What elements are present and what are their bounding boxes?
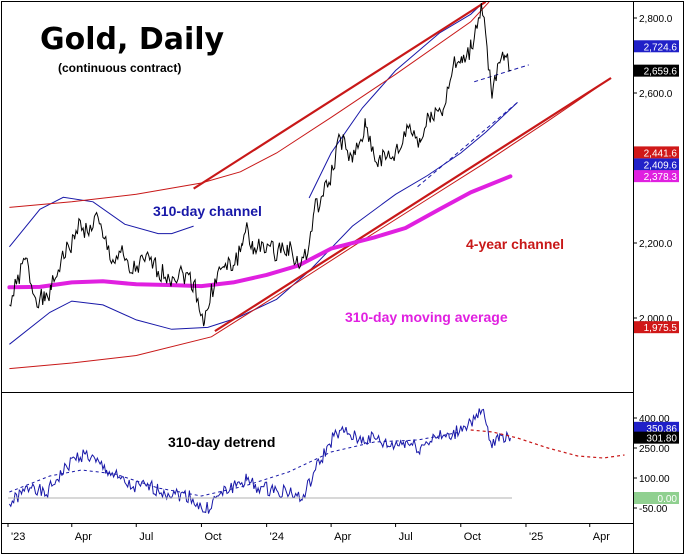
y-tick-label: 2,800.0 bbox=[639, 14, 673, 25]
x-tick-label: '24 bbox=[270, 531, 284, 543]
moving-average-label: 310-day moving average bbox=[345, 309, 508, 325]
price-value-text: 2,724.6 bbox=[644, 42, 678, 53]
price-value-text: 2,659.6 bbox=[644, 67, 678, 78]
price-value-label: 2,441.6 bbox=[634, 146, 679, 159]
x-tick-label: Oct bbox=[464, 531, 481, 543]
price-value-label: 1,975.5 bbox=[634, 321, 679, 334]
detrend-value-text: 0.00 bbox=[658, 494, 678, 505]
x-tick-label: Apr bbox=[593, 531, 610, 543]
x-tick-label: Jul bbox=[139, 531, 153, 543]
x-tick-label: Apr bbox=[334, 531, 351, 543]
x-tick-label: Jul bbox=[399, 531, 413, 543]
channel-4yr-label: 4-year channel bbox=[466, 236, 564, 252]
x-tick-label: Apr bbox=[75, 531, 92, 543]
detrend-tick-label: 250.00 bbox=[639, 444, 670, 455]
channel-310-label: 310-day channel bbox=[153, 203, 262, 219]
price-value-text: 2,378.3 bbox=[644, 172, 678, 183]
detrend-tick-label: 100.00 bbox=[639, 474, 670, 485]
price-value-text: 2,409.6 bbox=[644, 160, 678, 171]
detrend-title: 310-day detrend bbox=[168, 434, 275, 450]
price-value-text: 2,441.6 bbox=[644, 148, 678, 159]
chart-subtitle: (continuous contract) bbox=[58, 61, 181, 75]
detrend-value-text: 301.80 bbox=[646, 434, 677, 445]
price-value-label: 2,724.6 bbox=[634, 40, 679, 53]
x-tick-label: '23 bbox=[11, 531, 25, 543]
y-tick-label: 2,600.0 bbox=[639, 89, 673, 100]
x-tick-label: Oct bbox=[204, 531, 221, 543]
price-value-label: 2,659.6 bbox=[634, 65, 679, 78]
detrend-tick-label: -50.00 bbox=[639, 504, 668, 515]
y-tick-label: 2,200.0 bbox=[639, 239, 673, 250]
price-value-label: 2,409.6 bbox=[634, 158, 679, 171]
price-value-label: 2,378.3 bbox=[634, 170, 679, 183]
x-tick-label: '25 bbox=[529, 531, 543, 543]
price-value-text: 1,975.5 bbox=[644, 323, 678, 334]
detrend-value-label: 0.00 bbox=[634, 492, 679, 505]
detrend-value-label: 301.80 bbox=[634, 432, 679, 445]
chart-title: Gold, Daily bbox=[40, 22, 225, 57]
